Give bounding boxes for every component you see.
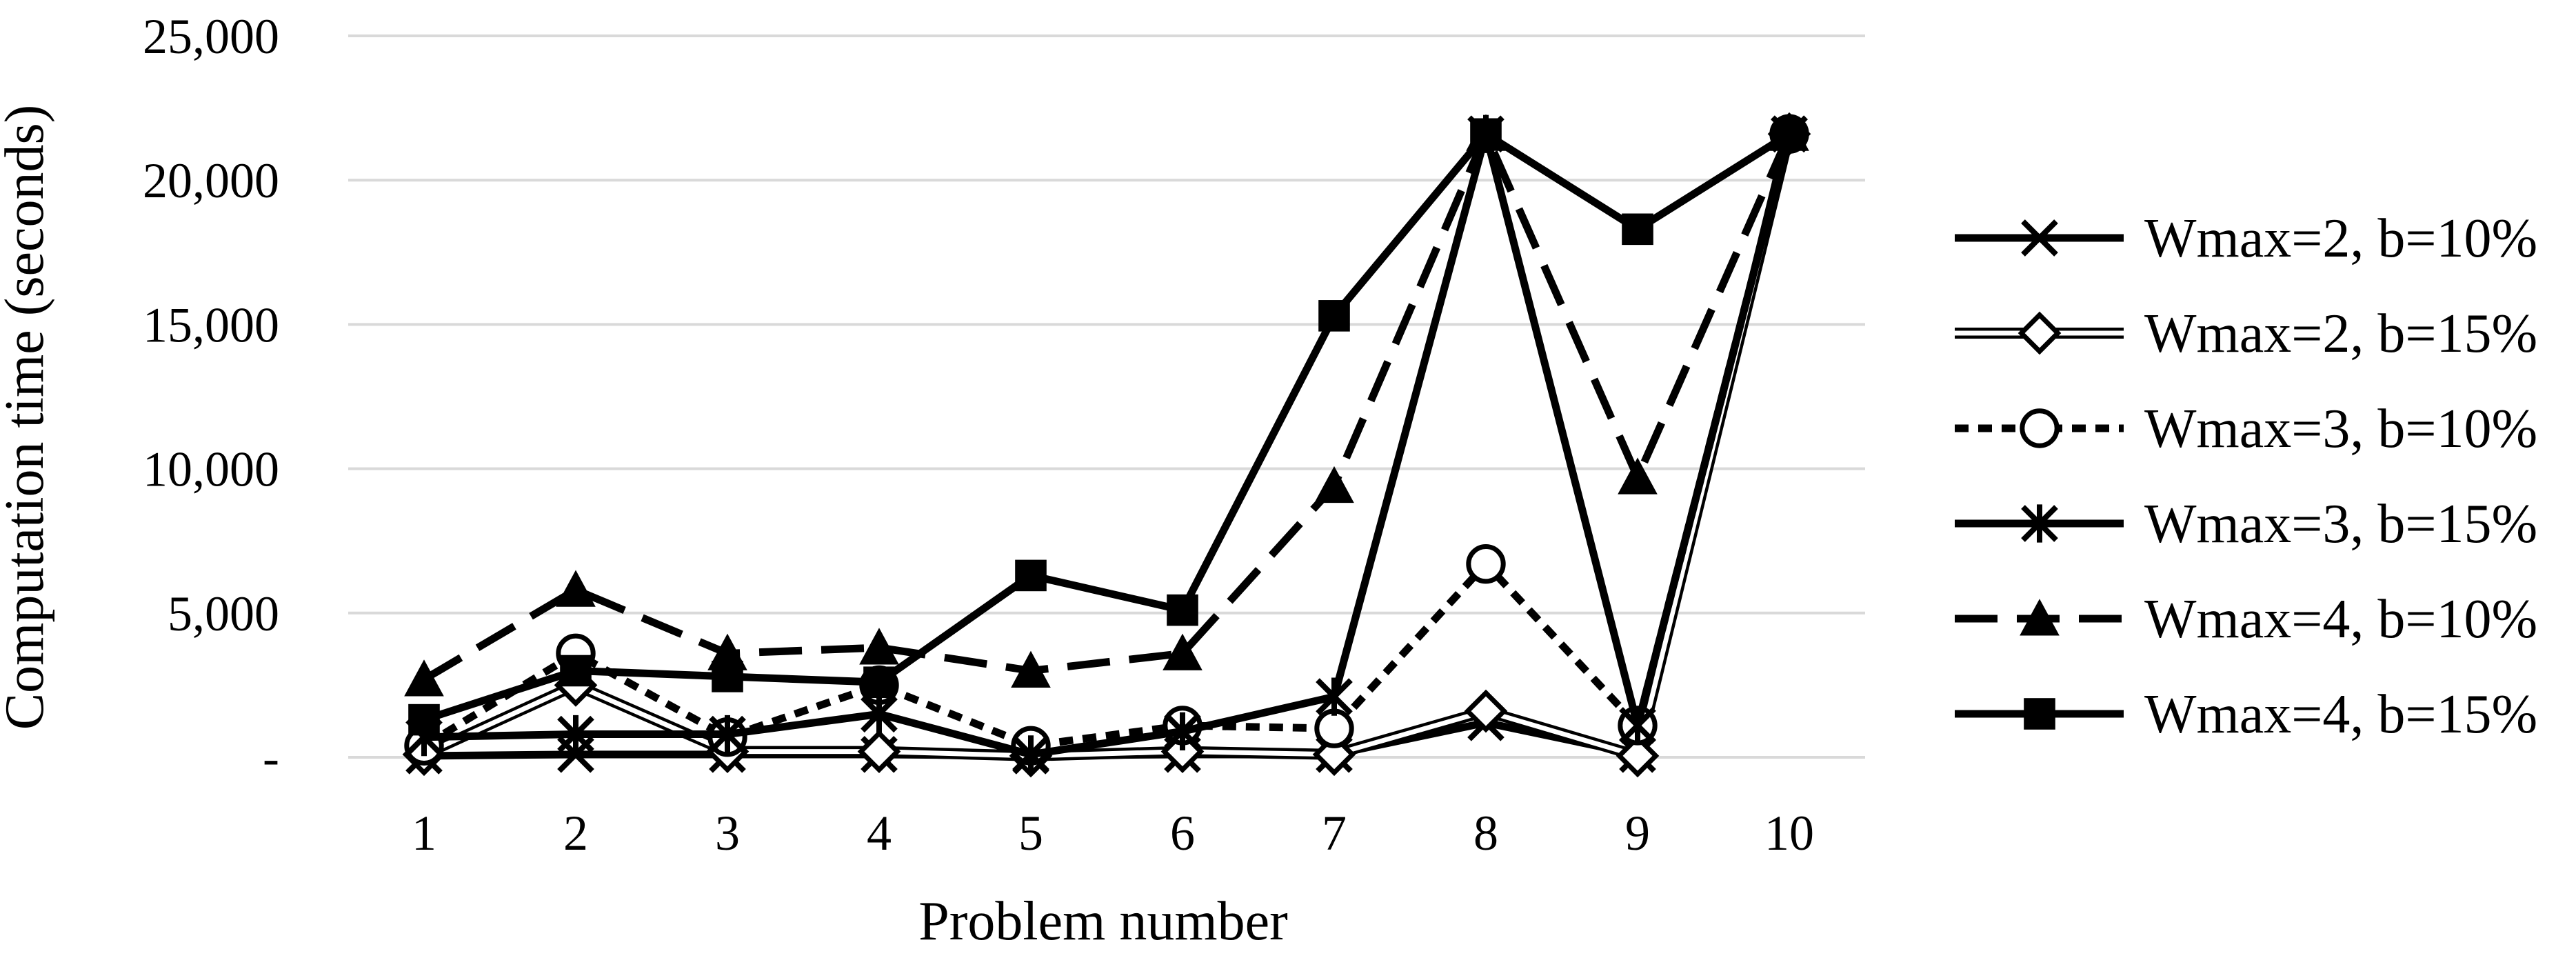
x-tick-label: 3: [715, 806, 740, 861]
data-point-diamond-open: [1464, 689, 1508, 733]
legend: Wmax=2, b=10% Wmax=2, b=15% Wmax=3, b=10% W…: [1955, 208, 2537, 745]
legend-item: Wmax=2, b=10%: [1955, 208, 2537, 269]
y-tick-label: 15,000: [143, 297, 279, 352]
data-point-asterisk: [1619, 706, 1656, 745]
series-group: [402, 112, 1811, 778]
data-point-square: [1015, 559, 1047, 592]
data-point-square: [1622, 213, 1653, 246]
x-tick-label: 9: [1625, 806, 1650, 861]
data-point-asterisk: [861, 695, 898, 733]
data-point-square: [1167, 594, 1198, 626]
data-point-square: [408, 703, 440, 736]
legend-item: Wmax=4, b=15%: [1955, 684, 2537, 745]
data-point-asterisk: [557, 715, 594, 754]
x-axis-ticks: 1 2 3 4 5 6 7 8 9 10: [412, 806, 1814, 861]
y-axis-ticks: - 5,000 10,000 15,000 20,000 25,000: [143, 9, 279, 786]
data-point-triangle: [404, 659, 444, 697]
data-point-asterisk: [709, 715, 746, 754]
data-point-asterisk: [1316, 677, 1353, 716]
y-tick-label: -: [263, 730, 279, 786]
x-tick-label: 10: [1764, 806, 1814, 861]
data-point-triangle: [1011, 650, 1051, 688]
x-tick-label: 2: [563, 806, 588, 861]
gridlines: [348, 34, 1865, 759]
legend-label: Wmax=4, b=10%: [2144, 589, 2537, 650]
data-point-asterisk: [2021, 504, 2058, 543]
data-point-circle-open: [1466, 543, 1506, 584]
data-point-square: [1773, 118, 1805, 150]
data-point-asterisk: [1164, 712, 1201, 750]
series-line: [422, 130, 1793, 683]
legend-item: Wmax=3, b=10%: [1955, 399, 2537, 459]
legend-item: Wmax=2, b=15%: [1955, 303, 2537, 364]
data-point-circle-open: [1314, 708, 1354, 748]
data-point-triangle: [1314, 466, 1354, 503]
data-point-circle-open: [2020, 408, 2060, 448]
y-tick-label: 5,000: [168, 586, 279, 641]
x-tick-label: 7: [1322, 806, 1347, 861]
series-line-inner: [423, 133, 1792, 759]
x-tick-label: 1: [412, 806, 436, 861]
y-tick-label: 10,000: [143, 442, 279, 497]
series-line: [422, 132, 1793, 750]
legend-label: Wmax=2, b=10%: [2144, 208, 2537, 269]
data-point-square: [712, 661, 743, 692]
data-point-square: [2024, 698, 2055, 730]
series-3: [404, 114, 1809, 766]
data-point-x: [2021, 219, 2058, 257]
data-point-triangle: [2020, 599, 2060, 636]
series-4: [405, 114, 1808, 774]
x-axis-title: Problem number: [918, 891, 1287, 952]
data-point-triangle: [1618, 457, 1658, 495]
data-point-square: [1318, 300, 1350, 332]
data-point-triangle: [859, 628, 899, 665]
x-tick-label: 8: [1473, 806, 1498, 861]
legend-item: Wmax=3, b=15%: [1955, 494, 2537, 555]
data-point-diamond-open: [857, 730, 901, 773]
legend-label: Wmax=2, b=15%: [2144, 303, 2537, 364]
data-point-triangle: [1163, 633, 1203, 670]
data-point-asterisk: [1012, 735, 1049, 774]
y-tick-label: 20,000: [143, 153, 279, 208]
legend-label: Wmax=4, b=15%: [2144, 684, 2537, 745]
y-axis-title: Computation time (seconds): [0, 105, 55, 730]
data-point-square: [863, 666, 895, 699]
series-6: [408, 118, 1805, 736]
series-line: [423, 130, 1793, 759]
data-point-diamond-open: [1616, 734, 1660, 778]
data-point-triangle: [556, 570, 596, 607]
legend-label: Wmax=3, b=15%: [2144, 494, 2537, 555]
series-line: [423, 130, 1791, 724]
legend-label: Wmax=3, b=10%: [2144, 399, 2537, 459]
data-point-square: [1470, 118, 1502, 150]
legend-item: Wmax=4, b=10%: [1955, 589, 2537, 650]
x-tick-label: 4: [867, 806, 892, 861]
x-tick-label: 6: [1170, 806, 1195, 861]
y-tick-label: 25,000: [143, 9, 279, 64]
data-point-square: [560, 655, 592, 687]
x-tick-label: 5: [1018, 806, 1043, 861]
data-point-diamond-open: [2017, 311, 2062, 355]
